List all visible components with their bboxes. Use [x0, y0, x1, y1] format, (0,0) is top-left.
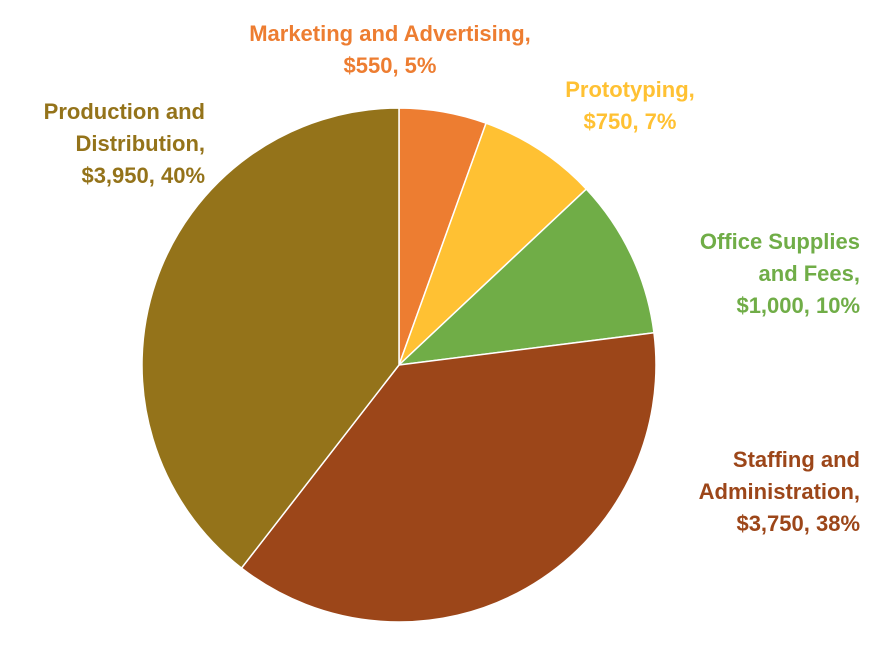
slice-label-staffing-line-2: Administration,: [698, 479, 860, 504]
slice-label-marketing-line-1: Marketing and Advertising,: [249, 21, 531, 46]
slice-label-marketing-line-2: $550, 5%: [343, 53, 437, 78]
pie-slice-prototyping: [398, 122, 588, 366]
slice-label-office-supplies-line-2: and Fees,: [758, 261, 860, 286]
slice-label-prototyping-line-2: $750, 7%: [583, 109, 677, 134]
slice-label-office-supplies-line-3: $1,000, 10%: [736, 293, 860, 318]
slice-label-office-supplies-line-1: Office Supplies: [699, 229, 860, 254]
slice-label-prototyping-line-1: Prototyping,: [565, 77, 695, 102]
slice-label-staffing: Staffing and Administration, $3,750, 38%: [630, 444, 860, 540]
pie-slice-staffing-and-administration: [240, 331, 657, 623]
slice-label-production-line-3: $3,950, 40%: [81, 163, 205, 188]
slice-label-prototyping: Prototyping, $750, 7%: [535, 74, 725, 138]
slice-label-staffing-line-3: $3,750, 38%: [736, 511, 860, 536]
slice-label-marketing: Marketing and Advertising, $550, 5%: [210, 18, 570, 82]
slice-label-production-line-1: Production and: [43, 99, 205, 124]
pie-slice-production-and-distribution: [141, 107, 400, 570]
slice-label-office-supplies: Office Supplies and Fees, $1,000, 10%: [650, 226, 860, 322]
slice-label-production: Production and Distribution, $3,950, 40%: [10, 96, 205, 192]
slice-label-production-line-2: Distribution,: [75, 131, 205, 156]
slice-label-staffing-line-1: Staffing and: [732, 447, 860, 472]
pie-slice-office-supplies-and-fees: [396, 188, 655, 367]
